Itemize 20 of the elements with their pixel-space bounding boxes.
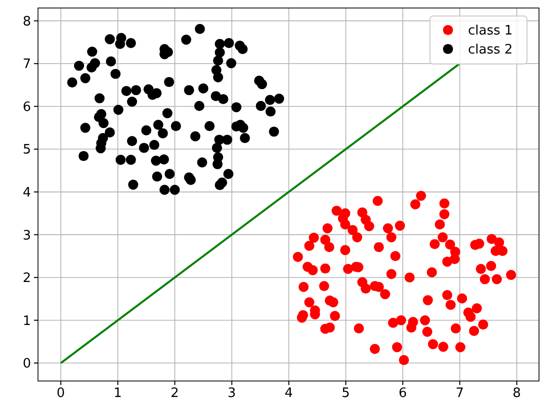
x-tick-label: 4 <box>284 386 293 401</box>
y-tick-label: 5 <box>22 142 31 158</box>
y-tick-label: 0 <box>22 356 31 372</box>
y-tick-label: 4 <box>22 185 31 200</box>
y-tick-label: 2 <box>22 271 31 286</box>
y-tick-label: 3 <box>22 228 31 244</box>
y-tick-label: 1 <box>22 314 31 329</box>
legend-label: class 1 <box>468 24 513 39</box>
x-tick-label: 5 <box>342 386 350 401</box>
legend-label: class 2 <box>468 42 513 58</box>
x-tick-label: 1 <box>114 386 122 401</box>
x-tick-label: 2 <box>170 386 179 401</box>
y-tick-label: 7 <box>22 57 31 72</box>
x-tick-label: 3 <box>228 386 236 401</box>
y-tick-label: 6 <box>22 100 31 115</box>
x-tick-label: 0 <box>56 386 65 401</box>
y-tick-label: 8 <box>22 14 31 30</box>
x-tick-label: 7 <box>456 386 464 401</box>
x-tick-label: 8 <box>512 386 521 401</box>
x-tick-label: 6 <box>398 386 407 401</box>
